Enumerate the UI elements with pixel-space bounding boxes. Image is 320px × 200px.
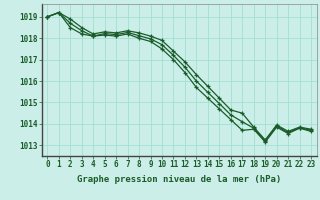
X-axis label: Graphe pression niveau de la mer (hPa): Graphe pression niveau de la mer (hPa) — [77, 175, 281, 184]
